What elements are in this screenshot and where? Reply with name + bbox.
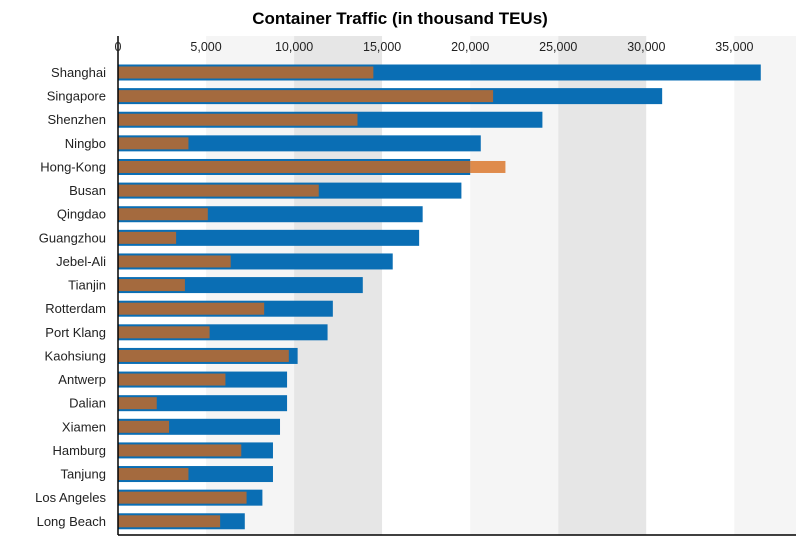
bar-series-2-overlap <box>118 184 319 197</box>
bar-series-2-overlap <box>118 468 189 481</box>
bar-series-2-overlap <box>118 113 358 126</box>
category-label: Los Angeles <box>35 490 106 505</box>
x-tick-label: 15,000 <box>363 40 401 54</box>
x-tick-label: 10,000 <box>275 40 313 54</box>
bar-series-2-overlap <box>118 349 289 362</box>
bar-series-2-overlap <box>118 255 231 268</box>
category-label: Tanjung <box>60 467 106 482</box>
x-tick-label: 30,000 <box>627 40 665 54</box>
bar-series-2-overlap <box>118 491 247 504</box>
bar-series-2-overlap <box>118 208 208 221</box>
category-label: Long Beach <box>37 514 106 529</box>
x-tick-label: 20,000 <box>451 40 489 54</box>
bar-series-2-overlap <box>118 420 170 433</box>
bar-series-2-overlap <box>118 137 189 150</box>
bar-series-2-overlap <box>118 90 494 103</box>
bar-series-2 <box>470 160 506 173</box>
category-label: Kaohsiung <box>45 348 106 363</box>
bar-series-2-overlap <box>118 279 185 292</box>
bar-series-2-overlap <box>118 326 210 339</box>
bars <box>118 64 761 530</box>
grid-band <box>646 36 735 535</box>
category-label: Rotterdam <box>45 301 106 316</box>
category-label: Busan <box>69 183 106 198</box>
grid-band <box>734 36 796 535</box>
category-label: Dalian <box>69 396 106 411</box>
bar-series-2-overlap <box>118 373 226 386</box>
bar-series-2-overlap <box>118 231 177 244</box>
bar-series-2-overlap <box>118 515 221 528</box>
bar-series-1 <box>118 229 420 246</box>
grid-band <box>470 36 559 535</box>
bar-series-2-overlap <box>118 302 265 315</box>
chart-title: Container Traffic (in thousand TEUs) <box>252 9 548 28</box>
bar-series-2-overlap <box>118 444 242 457</box>
x-tick-label: 35,000 <box>715 40 753 54</box>
category-label: Guangzhou <box>39 230 106 245</box>
axes: Shanghai Singapore Shenzhen Ningbo Hong-Kong… <box>35 36 796 536</box>
category-label: Shenzhen <box>47 112 106 127</box>
category-label: Singapore <box>47 89 106 104</box>
category-label: Hong-Kong <box>40 159 106 174</box>
category-label: Tianjin <box>68 278 106 293</box>
bar-series-2-overlap <box>118 160 471 173</box>
bar-series-2-overlap <box>118 66 374 79</box>
grid-band <box>382 36 471 535</box>
category-label: Port Klang <box>45 325 106 340</box>
category-label: Shanghai <box>51 65 106 80</box>
x-tick-label: 0 <box>115 40 122 54</box>
category-label: Jebel-Ali <box>56 254 106 269</box>
category-label: Hamburg <box>53 443 106 458</box>
x-tick-label: 25,000 <box>539 40 577 54</box>
bar-series-1 <box>118 395 288 412</box>
grid-band <box>558 36 647 535</box>
category-label: Antwerp <box>58 372 106 387</box>
bar-series-1 <box>118 135 481 152</box>
category-label: Ningbo <box>65 136 106 151</box>
category-label: Xiamen <box>62 419 106 434</box>
category-label: Qingdao <box>57 207 106 222</box>
bar-series-2-overlap <box>118 397 157 410</box>
x-tick-label: 5,000 <box>190 40 221 54</box>
